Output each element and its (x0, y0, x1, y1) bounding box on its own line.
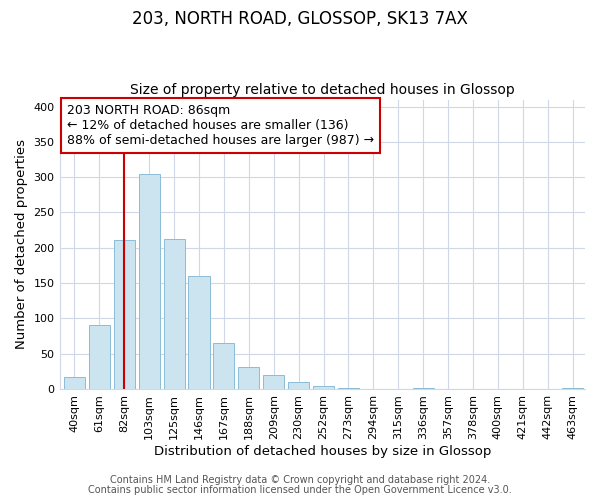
Bar (313, 386, 334, 389)
Bar (338, 388, 359, 389)
Bar (89, 326, 110, 389)
Bar (164, 238, 185, 389)
Text: Contains HM Land Registry data © Crown copyright and database right 2024.: Contains HM Land Registry data © Crown c… (110, 475, 490, 485)
Y-axis label: Number of detached properties: Number of detached properties (15, 140, 28, 350)
Bar (562, 388, 583, 389)
Bar (288, 382, 309, 389)
Text: Contains public sector information licensed under the Open Government Licence v3: Contains public sector information licen… (88, 485, 512, 495)
Bar (139, 174, 160, 389)
Bar (188, 276, 209, 389)
Text: 203, NORTH ROAD, GLOSSOP, SK13 7AX: 203, NORTH ROAD, GLOSSOP, SK13 7AX (132, 10, 468, 28)
Title: Size of property relative to detached houses in Glossop: Size of property relative to detached ho… (130, 83, 515, 97)
Bar (238, 367, 259, 389)
Text: 203 NORTH ROAD: 86sqm
← 12% of detached houses are smaller (136)
88% of semi-det: 203 NORTH ROAD: 86sqm ← 12% of detached … (67, 104, 374, 147)
Bar (214, 343, 235, 389)
X-axis label: Distribution of detached houses by size in Glossop: Distribution of detached houses by size … (154, 444, 491, 458)
Bar (263, 375, 284, 389)
Bar (413, 388, 434, 389)
Bar (64, 377, 85, 389)
Bar (114, 240, 135, 389)
